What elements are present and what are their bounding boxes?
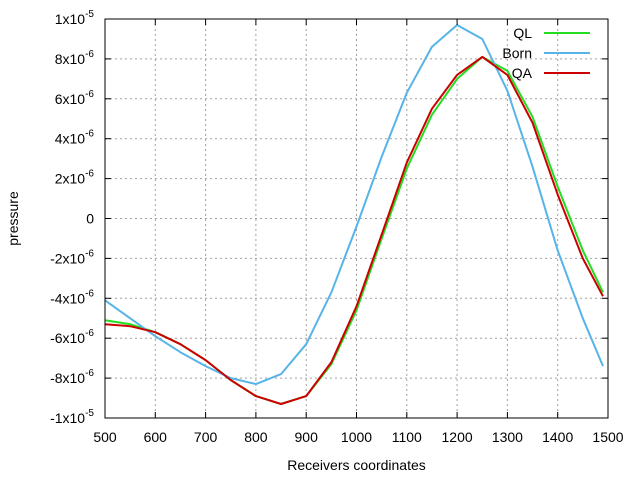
- y-tick-label: -1x10-5: [50, 408, 94, 426]
- legend: QL Born QA: [502, 25, 590, 81]
- x-tick-label: 1400: [542, 429, 573, 445]
- x-tick-label: 800: [244, 429, 268, 445]
- y-tick-label: 2x10-6: [55, 169, 95, 187]
- y-tick-label: -8x10-6: [50, 368, 94, 386]
- y-tick-label: 8x10-6: [55, 49, 95, 67]
- y-tick-label: 0: [86, 211, 94, 227]
- plot-series: [104, 24, 604, 405]
- y-tick-label: 4x10-6: [55, 129, 95, 147]
- x-tick-label: 1200: [442, 429, 473, 445]
- legend-label-qa: QA: [512, 65, 533, 81]
- legend-label-born: Born: [502, 45, 532, 61]
- series-line-born: [104, 24, 604, 386]
- legend-label-ql: QL: [513, 25, 532, 41]
- grid: [104, 18, 609, 419]
- x-tick-label: 1100: [392, 429, 422, 445]
- x-tick-label: 1500: [592, 429, 623, 445]
- x-tick-label: 1000: [341, 429, 372, 445]
- ticks: 500 600 700 800 900 1000 1100 1200 1300 1400 1500 1…: [50, 9, 624, 445]
- x-tick-label: 700: [194, 429, 218, 445]
- y-tick-label: -4x10-6: [50, 288, 94, 306]
- x-tick-label: 900: [295, 429, 319, 445]
- y-tick-label: 6x10-6: [55, 89, 95, 107]
- y-tick-label: 1x10-5: [55, 9, 95, 27]
- x-tick-label: 600: [144, 429, 168, 445]
- y-tick-label: -2x10-6: [50, 248, 94, 266]
- y-tick-label: -6x10-6: [50, 328, 94, 346]
- series-line-qa: [104, 55, 604, 405]
- x-tick-label: 1300: [492, 429, 523, 445]
- y-axis-label: pressure: [5, 191, 21, 246]
- x-tick-label: 500: [93, 429, 117, 445]
- x-axis-label: Receivers coordinates: [287, 457, 426, 473]
